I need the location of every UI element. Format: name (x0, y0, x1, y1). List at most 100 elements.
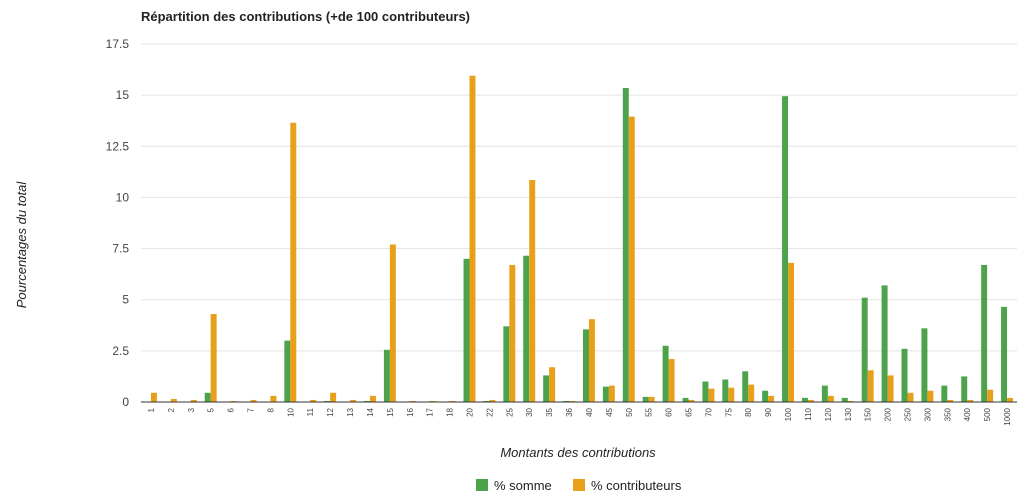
bar-somme (503, 326, 510, 402)
x-tick-label: 150 (864, 407, 873, 421)
x-tick-label: 11 (306, 407, 315, 416)
x-axis-ticks: 1 2 3 5 6 7 8 10 11 12 13 14 15 16 17 18 20 22 25 30 35 36 40 4… (147, 407, 1012, 425)
bar-somme (642, 396, 649, 402)
x-tick-label: 36 (565, 407, 574, 416)
x-tick-label: 350 (943, 407, 952, 421)
bar-somme (901, 348, 908, 402)
gridlines (141, 43, 1017, 352)
bar-contributeurs (907, 392, 914, 402)
x-tick-label: 13 (346, 407, 355, 416)
bar-contributeurs (350, 399, 357, 402)
x-tick-label: 12 (326, 407, 335, 416)
x-tick-label: 16 (406, 407, 415, 416)
x-tick-label: 22 (485, 407, 494, 416)
x-tick-label: 20 (466, 407, 475, 416)
bar-somme (841, 397, 848, 402)
legend-swatch-contributeurs (573, 479, 585, 491)
bar-somme (702, 381, 709, 402)
x-tick-label: 90 (764, 407, 773, 416)
bar-contributeurs (170, 398, 177, 402)
bar-contributeurs (389, 244, 396, 402)
bar-contributeurs (768, 395, 775, 402)
bar-somme (563, 400, 570, 402)
x-tick-label: 8 (266, 407, 275, 412)
x-tick-label: 18 (446, 407, 455, 416)
bar-contributeurs (728, 387, 735, 402)
x-tick-label: 15 (386, 407, 395, 416)
legend-label-somme: % somme (494, 478, 552, 493)
x-tick-label: 300 (923, 407, 932, 421)
bar-contributeurs (987, 389, 994, 402)
bar-contributeurs (807, 399, 814, 402)
x-tick-label: 110 (804, 407, 813, 420)
y-axis-ticks: 0 2.5 5 7.5 10 12.5 15 17.5 (106, 37, 130, 409)
bar-contributeurs (927, 390, 934, 402)
bar-somme (582, 329, 589, 402)
x-tick-label: 35 (545, 407, 554, 416)
x-tick-label: 70 (704, 407, 713, 416)
y-tick-label: 2.5 (112, 344, 129, 358)
bar-somme (483, 400, 490, 402)
x-tick-label: 500 (983, 407, 992, 421)
bar-contributeurs (847, 400, 854, 402)
bar-contributeurs (250, 399, 257, 402)
bar-somme (722, 379, 729, 402)
bar-contributeurs (628, 116, 635, 403)
legend-swatch-somme (476, 479, 488, 491)
x-tick-label: 2 (167, 407, 176, 412)
x-tick-label: 200 (884, 407, 893, 421)
x-tick-label: 250 (904, 407, 913, 421)
bar-somme (1001, 306, 1008, 402)
x-tick-label: 10 (286, 407, 295, 416)
bar-contributeurs (569, 400, 576, 402)
x-tick-label: 60 (665, 407, 674, 416)
y-tick-label: 10 (116, 190, 130, 204)
y-tick-label: 15 (116, 88, 130, 102)
x-tick-label: 45 (605, 407, 614, 416)
x-tick-label: 25 (505, 407, 514, 416)
y-tick-label: 5 (122, 293, 129, 307)
x-tick-label: 1 (147, 407, 156, 412)
bar-contributeurs (449, 400, 456, 402)
x-tick-label: 30 (525, 407, 534, 416)
bar-contributeurs (509, 264, 516, 402)
bar-contributeurs (827, 395, 834, 402)
x-tick-label: 120 (824, 407, 833, 421)
bar-somme (881, 285, 888, 402)
bar-contributeurs (549, 367, 556, 402)
bar-contributeurs (947, 399, 954, 402)
x-tick-label: 5 (207, 407, 216, 412)
bar-somme (861, 297, 868, 402)
bar-somme (682, 397, 689, 402)
bar-contributeurs (429, 400, 436, 402)
x-tick-label: 1000 (1003, 407, 1012, 425)
bar-somme (363, 400, 370, 402)
bar-somme (941, 385, 948, 402)
bar-contributeurs (230, 400, 237, 402)
bar-contributeurs (788, 262, 795, 402)
x-tick-label: 100 (784, 407, 793, 421)
bar-contributeurs (748, 384, 755, 402)
bar-contributeurs (210, 314, 217, 402)
bar-somme (622, 87, 629, 402)
x-tick-label: 55 (645, 407, 654, 416)
bar-somme (523, 255, 530, 402)
bar-somme (921, 328, 928, 402)
bar-contributeurs (608, 385, 615, 402)
bar-contributeurs (708, 388, 715, 402)
bar-somme (801, 397, 808, 402)
y-tick-label: 17.5 (106, 37, 130, 51)
bar-contributeurs (967, 399, 974, 402)
bar-somme (742, 371, 749, 402)
bar-contributeurs (330, 392, 337, 402)
bar-contributeurs (270, 395, 277, 402)
bar-contributeurs (887, 375, 894, 402)
legend-label-contributeurs: % contributeurs (591, 478, 682, 493)
bar-contributeurs (369, 395, 376, 402)
bar-somme (543, 375, 550, 402)
x-tick-label: 400 (963, 407, 972, 421)
x-tick-label: 50 (625, 407, 634, 416)
x-tick-label: 14 (366, 407, 375, 416)
bar-somme (324, 400, 331, 402)
